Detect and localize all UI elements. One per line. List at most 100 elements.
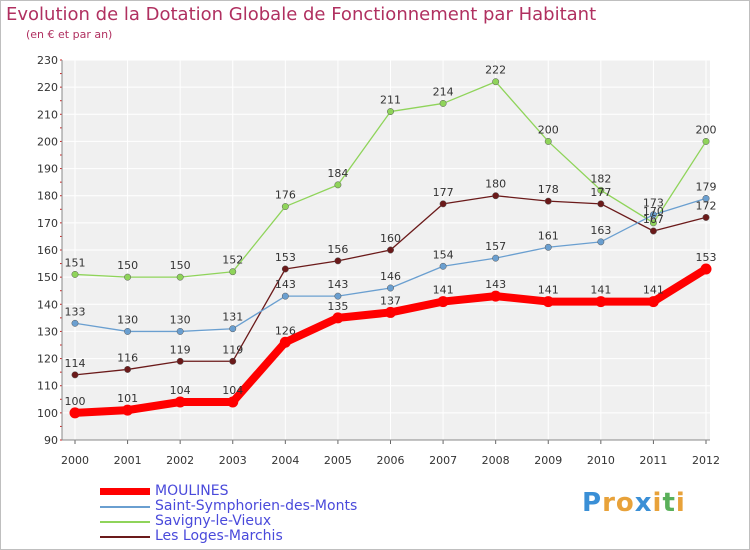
data-point — [281, 203, 289, 211]
x-tick-label: 2001 — [114, 454, 142, 467]
data-point — [122, 404, 134, 416]
legend-swatch — [100, 521, 150, 523]
legend-label: Saint-Symphorien-des-Monts — [155, 498, 358, 514]
data-point — [71, 371, 79, 379]
data-point — [439, 262, 447, 270]
data-label: 177 — [590, 186, 611, 199]
data-point — [649, 219, 657, 227]
data-point — [702, 194, 710, 202]
y-tick-label: 100 — [37, 407, 58, 420]
data-label: 160 — [380, 232, 401, 245]
x-tick-label: 2002 — [166, 454, 194, 467]
legend-item: Les Loges-Marchis — [100, 529, 420, 544]
data-point — [597, 238, 605, 246]
data-point — [387, 246, 394, 254]
data-point — [597, 200, 605, 208]
y-tick-label: 170 — [37, 217, 58, 230]
data-point — [279, 336, 291, 348]
x-tick-label: 2000 — [61, 454, 89, 467]
data-label: 126 — [275, 324, 296, 337]
logo-letter: i — [675, 488, 686, 518]
data-label: 182 — [590, 172, 611, 185]
legend-item: MOULINES — [100, 484, 420, 499]
data-point — [229, 325, 237, 333]
data-point — [542, 296, 554, 308]
data-label: 150 — [170, 259, 191, 272]
data-label: 163 — [590, 224, 611, 237]
data-label: 176 — [275, 189, 296, 202]
data-point — [176, 273, 184, 281]
data-point — [647, 296, 659, 308]
data-point — [281, 292, 289, 300]
y-tick-label: 120 — [37, 353, 58, 366]
y-tick-label: 150 — [37, 271, 58, 284]
y-tick-label: 90 — [44, 434, 58, 447]
data-point — [229, 268, 237, 276]
data-point — [544, 137, 552, 145]
chart-title: Evolution de la Dotation Globale de Fonc… — [6, 4, 597, 25]
data-label: 222 — [485, 64, 506, 77]
data-point — [176, 357, 184, 365]
data-label: 137 — [380, 294, 401, 307]
data-label: 130 — [170, 313, 191, 326]
data-point — [174, 396, 186, 408]
y-tick-label: 230 — [37, 54, 58, 67]
data-label: 184 — [327, 167, 348, 180]
x-tick-label: 2009 — [534, 454, 562, 467]
y-tick-label: 190 — [37, 163, 58, 176]
data-label: 154 — [433, 248, 454, 261]
data-label: 143 — [327, 278, 348, 291]
data-point — [649, 211, 657, 219]
legend-label: Les Loges-Marchis — [155, 528, 283, 544]
logo-letter: i — [652, 488, 663, 518]
data-label: 141 — [643, 284, 664, 297]
logo-letter: P — [582, 488, 603, 518]
legend-swatch — [100, 506, 150, 508]
data-label: 170 — [643, 205, 664, 218]
logo-letter: r — [602, 488, 616, 518]
x-tick-label: 2012 — [692, 454, 720, 467]
data-point — [124, 327, 132, 335]
data-point — [334, 292, 342, 300]
legend-item: Savigny-le-Vieux — [100, 514, 420, 529]
data-label: 167 — [643, 213, 664, 226]
y-tick-label: 200 — [37, 135, 58, 148]
data-label: 143 — [485, 278, 506, 291]
legend-label: Savigny-le-Vieux — [155, 513, 272, 529]
y-tick-label: 160 — [37, 244, 58, 257]
data-point — [71, 319, 79, 327]
data-label: 119 — [170, 343, 191, 356]
data-label: 100 — [65, 395, 86, 408]
data-point — [281, 265, 289, 273]
x-tick-label: 2007 — [429, 454, 457, 467]
legend-swatch — [100, 488, 150, 495]
data-label: 161 — [538, 229, 559, 242]
data-point — [597, 186, 605, 194]
logo-letter: x — [634, 488, 653, 518]
data-point — [492, 192, 500, 200]
data-label: 151 — [65, 256, 86, 269]
data-label: 153 — [696, 251, 717, 264]
data-label: 114 — [65, 357, 86, 370]
data-point — [229, 357, 237, 365]
data-label: 172 — [696, 199, 717, 212]
data-label: 156 — [327, 243, 348, 256]
x-tick-label: 2008 — [482, 454, 510, 467]
data-label: 153 — [275, 251, 296, 264]
data-label: 177 — [433, 186, 454, 199]
y-tick-label: 220 — [37, 81, 58, 94]
logo-letter: t — [662, 488, 676, 518]
data-label: 146 — [380, 270, 401, 283]
data-label: 141 — [538, 284, 559, 297]
x-tick-label: 2010 — [587, 454, 615, 467]
data-label: 180 — [485, 178, 506, 191]
data-point — [71, 270, 79, 278]
legend-item: Saint-Symphorien-des-Monts — [100, 499, 420, 514]
data-label: 178 — [538, 183, 559, 196]
proxiti-logo: Proxiti — [582, 488, 686, 518]
data-point — [69, 407, 81, 419]
data-label: 135 — [327, 300, 348, 313]
data-label: 131 — [222, 311, 243, 324]
data-label: 152 — [222, 254, 243, 267]
